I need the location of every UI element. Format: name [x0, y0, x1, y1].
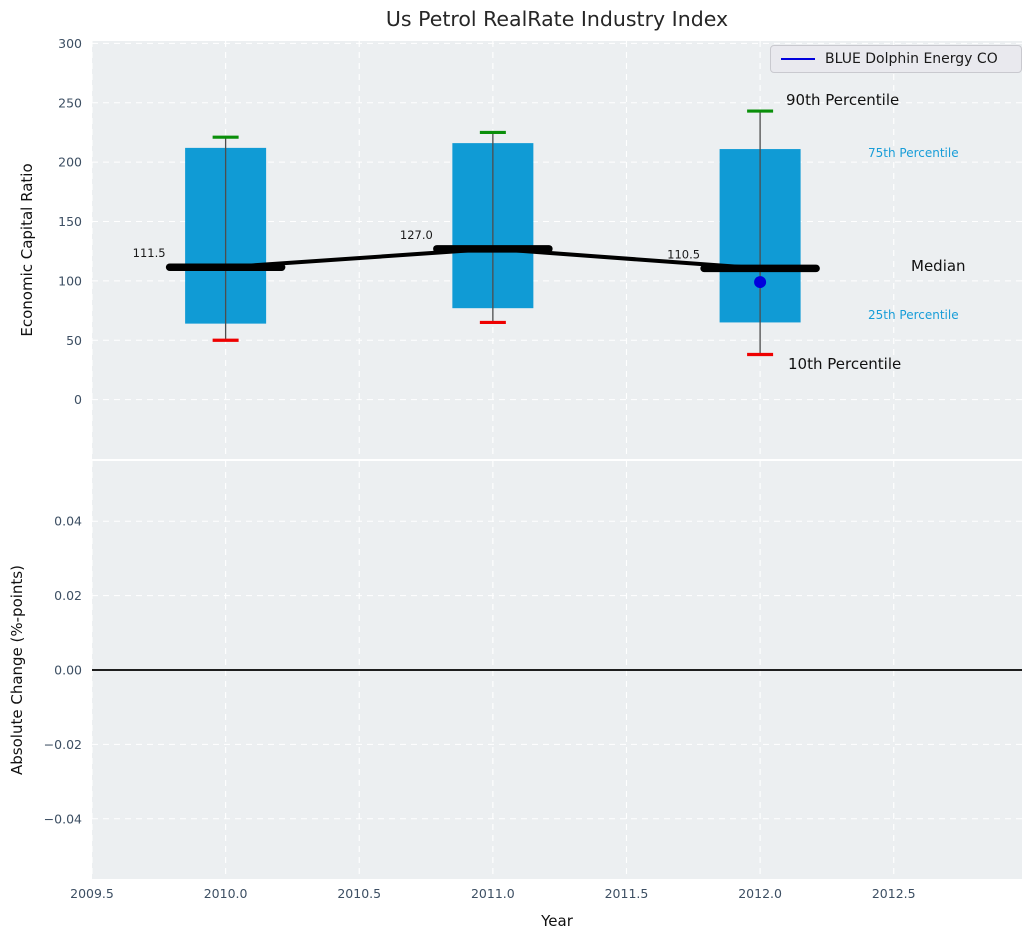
x-tick-label: 2011.5: [605, 886, 649, 901]
x-axis-label: Year: [541, 912, 573, 930]
x-tick-label: 2012.0: [738, 886, 782, 901]
y-tick-label: 200: [58, 155, 82, 170]
annotation-75th-percentile: 75th Percentile: [868, 146, 959, 160]
y-tick-label: 0.02: [54, 588, 82, 603]
x-tick-label: 2010.0: [204, 886, 248, 901]
bottom-y-axis-label: Absolute Change (%-points): [8, 565, 26, 775]
y-tick-label: 0.04: [54, 514, 82, 529]
legend-line-sample: [781, 58, 815, 60]
x-tick-label: 2011.0: [471, 886, 515, 901]
median-value-label: 127.0: [400, 228, 433, 242]
annotation-90th-percentile: 90th Percentile: [786, 91, 900, 109]
x-tick-label: 2012.5: [872, 886, 916, 901]
x-tick-label: 2010.5: [337, 886, 381, 901]
y-tick-label: 50: [66, 333, 82, 348]
legend-label: BLUE Dolphin Energy CO: [825, 51, 998, 67]
chart-title: Us Petrol RealRate Industry Index: [385, 7, 729, 31]
y-tick-label: −0.02: [44, 737, 82, 752]
median-value-label: 110.5: [667, 247, 700, 261]
y-tick-label: 0.00: [54, 663, 82, 678]
annotation-10th-percentile: 10th Percentile: [788, 355, 902, 373]
annotation-25th-percentile: 25th Percentile: [868, 308, 959, 322]
y-tick-label: 100: [58, 273, 82, 288]
y-tick-label: 250: [58, 95, 82, 110]
median-value-label: 111.5: [133, 246, 166, 260]
company-point: [754, 276, 767, 289]
y-tick-label: −0.04: [44, 811, 82, 826]
y-tick-label: 0: [74, 392, 82, 407]
y-tick-label: 150: [58, 214, 82, 229]
x-tick-label: 2009.5: [70, 886, 114, 901]
legend: BLUE Dolphin Energy CO: [770, 45, 1022, 73]
annotation-median: Median: [911, 257, 966, 275]
top-y-axis-label: Economic Capital Ratio: [18, 163, 36, 337]
y-tick-label: 300: [58, 36, 82, 51]
